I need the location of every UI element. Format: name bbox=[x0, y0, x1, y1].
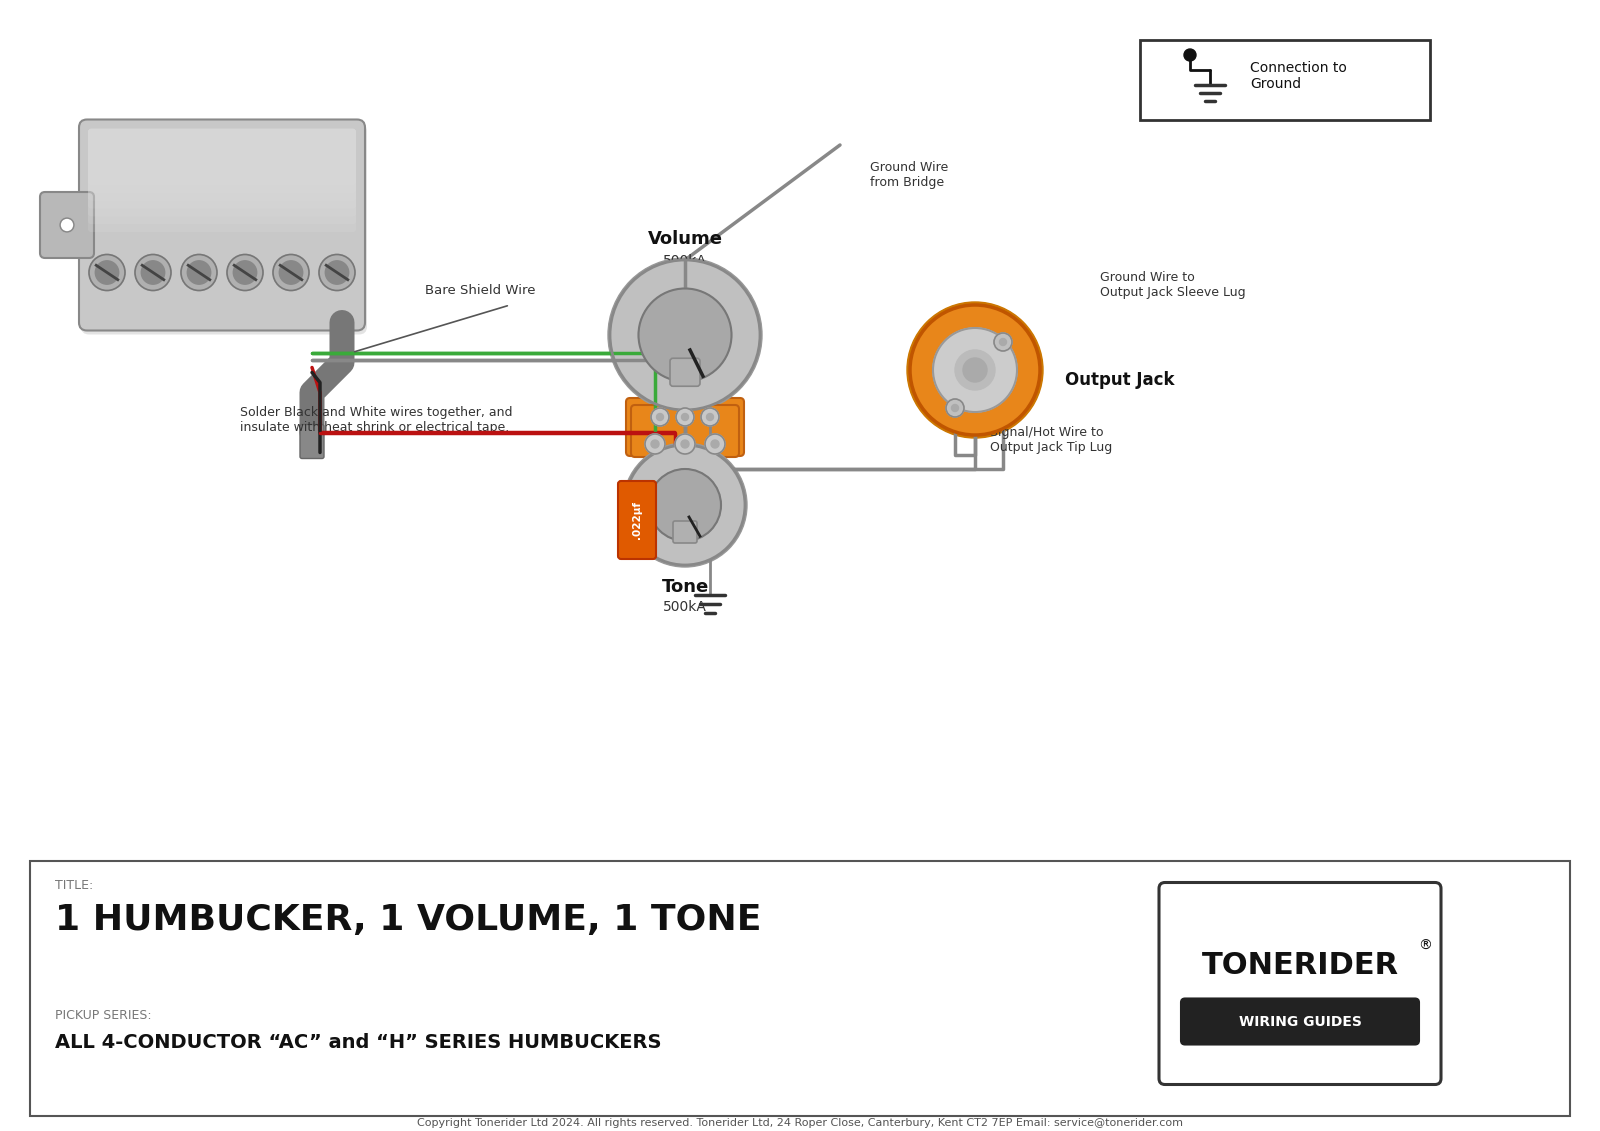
Circle shape bbox=[933, 328, 1018, 412]
Circle shape bbox=[650, 469, 722, 541]
Circle shape bbox=[707, 414, 714, 421]
Circle shape bbox=[234, 261, 256, 284]
Circle shape bbox=[645, 434, 666, 454]
Circle shape bbox=[626, 444, 746, 566]
Circle shape bbox=[994, 333, 1013, 351]
Text: TONERIDER: TONERIDER bbox=[1202, 951, 1398, 979]
FancyBboxPatch shape bbox=[674, 521, 698, 543]
Circle shape bbox=[651, 440, 659, 448]
Text: Ground Wire
from Bridge: Ground Wire from Bridge bbox=[870, 161, 949, 189]
FancyBboxPatch shape bbox=[670, 359, 701, 387]
FancyBboxPatch shape bbox=[88, 129, 355, 208]
Circle shape bbox=[1184, 49, 1197, 61]
FancyBboxPatch shape bbox=[1139, 40, 1430, 120]
FancyBboxPatch shape bbox=[88, 129, 355, 193]
Text: ®: ® bbox=[1418, 939, 1432, 952]
Circle shape bbox=[610, 260, 760, 411]
FancyBboxPatch shape bbox=[78, 120, 365, 330]
FancyBboxPatch shape bbox=[40, 192, 94, 258]
FancyBboxPatch shape bbox=[1158, 882, 1442, 1085]
Text: Output Jack: Output Jack bbox=[1066, 371, 1174, 389]
Text: TITLE:: TITLE: bbox=[54, 879, 93, 892]
Circle shape bbox=[651, 408, 669, 426]
Text: WIRING GUIDES: WIRING GUIDES bbox=[1238, 1015, 1362, 1028]
Circle shape bbox=[955, 349, 995, 390]
FancyBboxPatch shape bbox=[301, 424, 323, 458]
Circle shape bbox=[325, 261, 349, 284]
Circle shape bbox=[910, 305, 1040, 435]
Circle shape bbox=[701, 408, 718, 426]
Text: Tone: Tone bbox=[661, 578, 709, 596]
Text: Solder Black and White wires together, and
insulate with heat shrink or electric: Solder Black and White wires together, a… bbox=[240, 406, 512, 434]
Circle shape bbox=[950, 403, 960, 413]
Circle shape bbox=[952, 405, 958, 412]
FancyBboxPatch shape bbox=[1181, 999, 1419, 1045]
FancyBboxPatch shape bbox=[88, 129, 355, 201]
Circle shape bbox=[638, 288, 731, 381]
Text: Ground Wire to
Output Jack Sleeve Lug: Ground Wire to Output Jack Sleeve Lug bbox=[1101, 271, 1246, 299]
Text: 500kA: 500kA bbox=[662, 601, 707, 614]
Circle shape bbox=[90, 254, 125, 291]
Circle shape bbox=[675, 434, 694, 454]
FancyBboxPatch shape bbox=[618, 481, 656, 559]
Circle shape bbox=[608, 258, 762, 412]
Circle shape bbox=[318, 254, 355, 291]
FancyBboxPatch shape bbox=[88, 129, 355, 224]
Circle shape bbox=[280, 261, 302, 284]
Text: 500kA: 500kA bbox=[662, 254, 707, 268]
Text: Bare Shield Wire: Bare Shield Wire bbox=[424, 284, 536, 296]
Text: 1 HUMBUCKER, 1 VOLUME, 1 TONE: 1 HUMBUCKER, 1 VOLUME, 1 TONE bbox=[54, 903, 762, 936]
FancyBboxPatch shape bbox=[626, 398, 744, 456]
FancyBboxPatch shape bbox=[82, 123, 366, 335]
Text: .022μf: .022μf bbox=[632, 501, 642, 539]
Circle shape bbox=[61, 218, 74, 232]
Circle shape bbox=[706, 434, 725, 454]
Circle shape bbox=[187, 261, 211, 284]
Circle shape bbox=[134, 254, 171, 291]
Circle shape bbox=[682, 440, 690, 448]
Circle shape bbox=[274, 254, 309, 291]
Circle shape bbox=[998, 337, 1008, 347]
Circle shape bbox=[622, 443, 747, 567]
Circle shape bbox=[656, 414, 664, 421]
Text: Connection to
Ground: Connection to Ground bbox=[1250, 61, 1347, 92]
Circle shape bbox=[946, 399, 963, 417]
FancyBboxPatch shape bbox=[88, 129, 355, 216]
Text: ALL 4-CONDUCTOR “AC” and “H” SERIES HUMBUCKERS: ALL 4-CONDUCTOR “AC” and “H” SERIES HUMB… bbox=[54, 1033, 661, 1052]
FancyBboxPatch shape bbox=[88, 129, 355, 232]
Circle shape bbox=[963, 359, 987, 382]
Circle shape bbox=[1000, 338, 1006, 345]
Circle shape bbox=[682, 414, 688, 421]
Text: Volume: Volume bbox=[648, 230, 723, 248]
Text: PICKUP SERIES:: PICKUP SERIES: bbox=[54, 1009, 152, 1022]
Text: Copyright Tonerider Ltd 2024. All rights reserved. Tonerider Ltd, 24 Roper Close: Copyright Tonerider Ltd 2024. All rights… bbox=[418, 1119, 1182, 1129]
Circle shape bbox=[227, 254, 262, 291]
Text: Signal/Hot Wire to
Output Jack Tip Lug: Signal/Hot Wire to Output Jack Tip Lug bbox=[990, 426, 1112, 454]
Circle shape bbox=[907, 302, 1043, 438]
FancyBboxPatch shape bbox=[630, 405, 739, 457]
Circle shape bbox=[96, 261, 118, 284]
Circle shape bbox=[675, 408, 694, 426]
Circle shape bbox=[710, 440, 718, 448]
FancyBboxPatch shape bbox=[30, 861, 1570, 1116]
Circle shape bbox=[181, 254, 218, 291]
Circle shape bbox=[141, 261, 165, 284]
